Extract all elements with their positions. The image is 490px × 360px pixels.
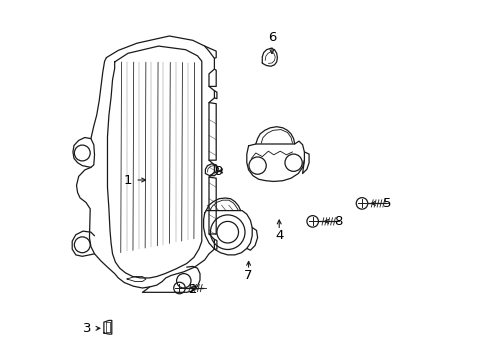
Text: 5: 5 bbox=[383, 197, 392, 210]
Text: 8: 8 bbox=[334, 215, 343, 228]
Text: 7: 7 bbox=[245, 269, 253, 282]
Text: 2: 2 bbox=[189, 283, 197, 296]
Text: 6: 6 bbox=[268, 31, 276, 44]
Text: 1: 1 bbox=[124, 174, 132, 186]
Text: 9: 9 bbox=[214, 165, 222, 177]
Text: 3: 3 bbox=[83, 322, 92, 335]
Text: 4: 4 bbox=[275, 229, 283, 242]
